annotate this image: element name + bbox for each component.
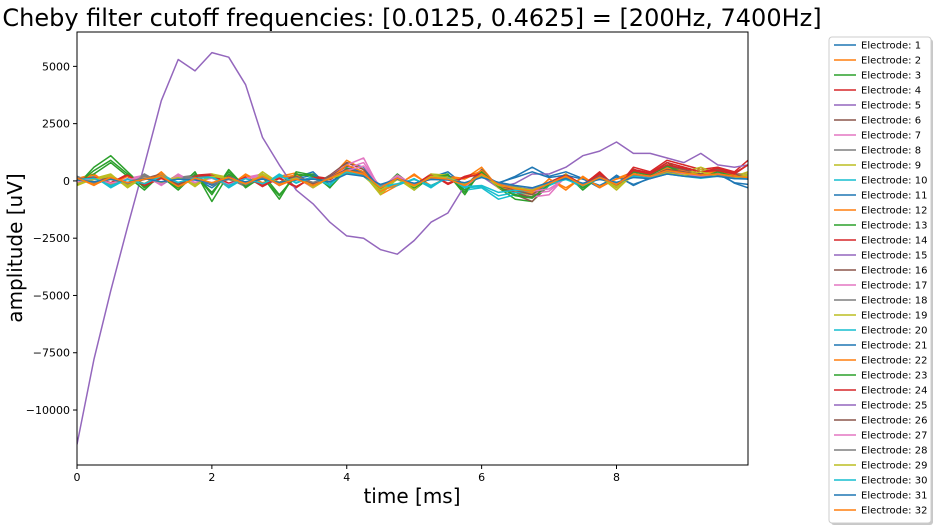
legend-label: Electrode: 7: [861, 131, 921, 142]
series-line-31: [77, 173, 748, 189]
legend-label: Electrode: 9: [861, 161, 921, 172]
series-line-32: [77, 169, 748, 192]
y-tick-label: −5000: [33, 289, 70, 302]
legend-label: Electrode: 4: [861, 86, 921, 97]
legend-label: Electrode: 6: [861, 116, 921, 127]
legend-label: Electrode: 11: [861, 191, 927, 202]
y-tick-label: 5000: [42, 60, 70, 73]
legend: Electrode: 1 Electrode: 2 Electrode: 3 Elec…: [828, 36, 933, 525]
x-tick-label: 8: [613, 471, 620, 484]
x-tick-label: 4: [343, 471, 350, 484]
legend-label: Electrode: 27: [861, 431, 927, 442]
chart-title: Cheby filter cutoff frequencies: [0.0125…: [2, 4, 821, 32]
legend-label: Electrode: 19: [861, 311, 927, 322]
legend-label: Electrode: 32: [861, 506, 927, 517]
series-line-5: [77, 51, 748, 445]
legend-label: Electrode: 15: [861, 251, 927, 262]
legend-label: Electrode: 2: [861, 56, 921, 67]
legend-label: Electrode: 16: [861, 266, 927, 277]
legend-label: Electrode: 21: [861, 341, 927, 352]
legend-label: Electrode: 31: [861, 491, 927, 502]
y-tick-label: −10000: [26, 404, 70, 417]
legend-label: Electrode: 13: [861, 221, 927, 232]
legend-label: Electrode: 17: [861, 281, 927, 292]
legend-label: Electrode: 28: [861, 446, 927, 457]
x-axis-label: time [ms]: [363, 484, 460, 508]
legend-label: Electrode: 26: [861, 416, 927, 427]
legend-label: Electrode: 22: [861, 356, 927, 367]
legend-label: Electrode: 23: [861, 371, 927, 382]
legend-label: Electrode: 3: [861, 71, 921, 82]
y-axis-label: amplitude [uV]: [3, 173, 27, 322]
y-tick-label: −7500: [33, 347, 70, 360]
y-axis: 5000 2500 0 −2500 −5000 −7500 −10000: [26, 60, 77, 417]
x-tick-label: 6: [478, 471, 485, 484]
legend-label: Electrode: 25: [861, 401, 927, 412]
legend-label: Electrode: 5: [861, 101, 921, 112]
plot-area: [76, 31, 749, 466]
y-tick-label: 0: [63, 175, 70, 188]
y-tick-label: −2500: [33, 232, 70, 245]
legend-label: Electrode: 1: [861, 41, 921, 52]
legend-label: Electrode: 30: [861, 476, 927, 487]
legend-frame: [828, 36, 932, 524]
plot-frame: [76, 31, 749, 466]
x-axis: 0 2 4 6 8: [74, 465, 620, 484]
legend-label: Electrode: 20: [861, 326, 927, 337]
legend-label: Electrode: 8: [861, 146, 921, 157]
legend-label: Electrode: 14: [861, 236, 927, 247]
legend-label: Electrode: 12: [861, 206, 927, 217]
legend-label: Electrode: 29: [861, 461, 927, 472]
x-tick-label: 0: [74, 471, 81, 484]
legend-label: Electrode: 18: [861, 296, 927, 307]
legend-label: Electrode: 10: [861, 176, 927, 187]
x-tick-label: 2: [208, 471, 215, 484]
legend-label: Electrode: 24: [861, 386, 927, 397]
y-tick-label: 2500: [42, 118, 70, 131]
